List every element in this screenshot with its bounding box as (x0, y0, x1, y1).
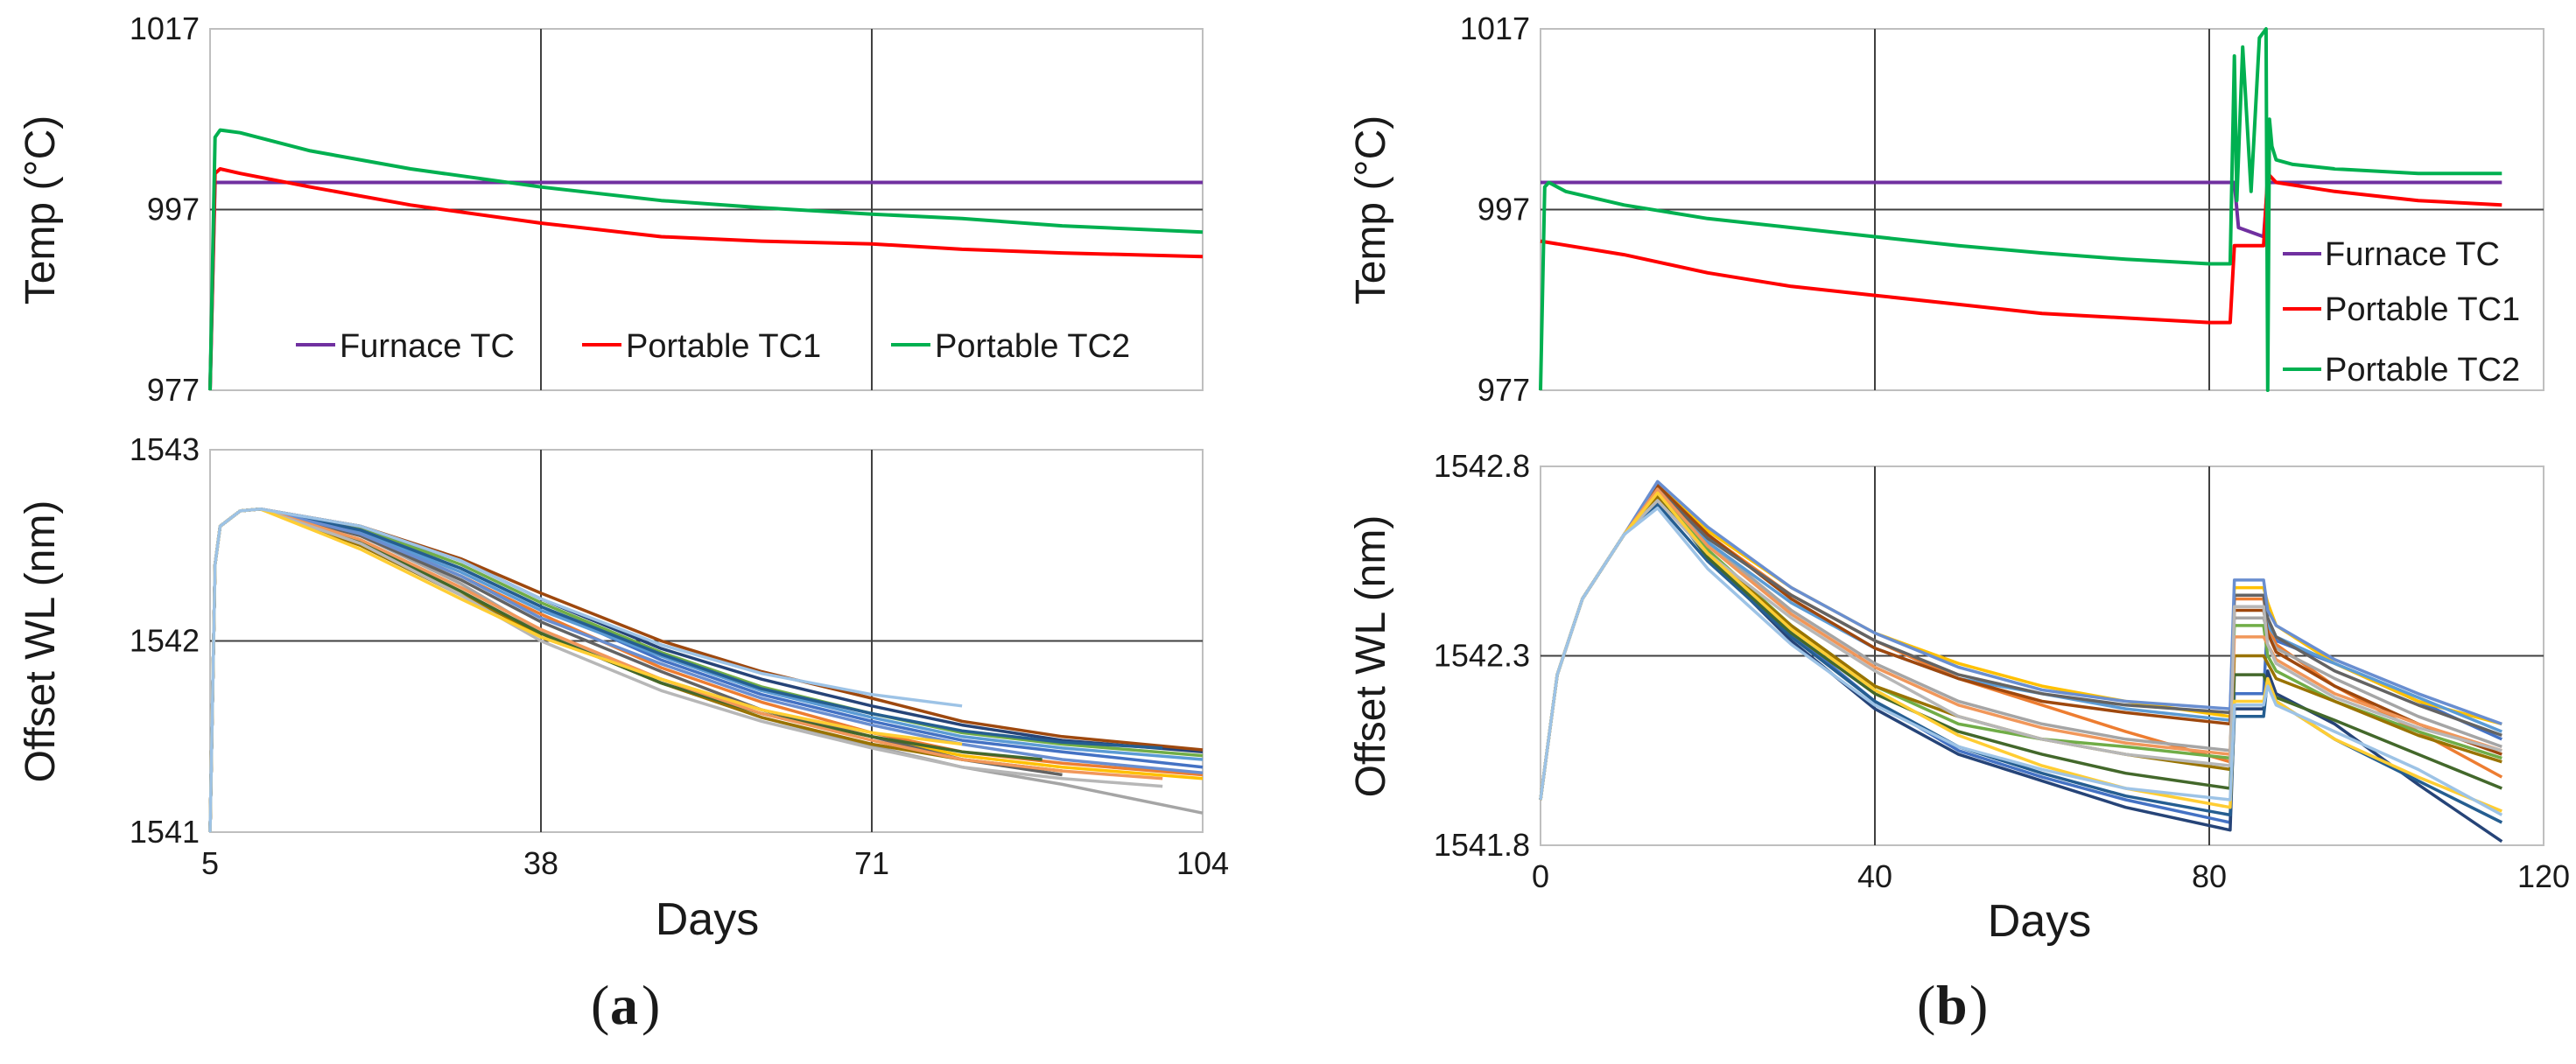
y-axis-label: Temp (°C) (18, 116, 64, 305)
y-tick-label: 977 (147, 372, 200, 408)
panel-a-wavelength-chart: 1541 1542 1543 5 38 71 104 Offset WL (nm) Days (18, 431, 1229, 945)
panel-b-wavelength-chart: 1541.8 1542.3 1542.8 0 40 80 120 Offset WL (nm… (1348, 448, 2570, 947)
y-axis-label: Temp (°C) (1348, 116, 1394, 305)
series-line-furnace-tc (1541, 180, 2502, 239)
series-line-portable-tc2 (208, 128, 1204, 391)
x-tick-label: 120 (2517, 858, 2570, 894)
panel-a-temp-chart: 977 997 1017 Temp (°C) Furnace TC Portable… (18, 10, 1204, 408)
legend: Furnace TC Portable TC1 Portable TC2 (2283, 236, 2520, 388)
y-axis-label: Offset WL (nm) (18, 500, 64, 783)
x-tick-label: 38 (523, 845, 558, 881)
y-tick-label: 977 (1478, 372, 1530, 408)
legend-label-portable2: Portable TC2 (935, 328, 1130, 365)
legend: Furnace TC Portable TC1 Portable TC2 (296, 328, 1130, 365)
y-tick-label: 1017 (1460, 10, 1530, 46)
legend-label-portable2: Portable TC2 (2325, 352, 2520, 388)
caption-b-letter: b (1936, 974, 1968, 1036)
series-line-portable-tc1 (208, 167, 1204, 391)
caption-a-open: ( (591, 974, 609, 1036)
legend-label-furnace: Furnace TC (2325, 236, 2500, 273)
y-tick-label: 1542.8 (1434, 448, 1530, 484)
y-axis-label: Offset WL (nm) (1348, 515, 1394, 798)
y-tick-label: 997 (147, 192, 200, 228)
x-tick-label: 5 (201, 845, 219, 881)
legend-label-furnace: Furnace TC (340, 328, 515, 365)
x-axis-label: Days (656, 894, 759, 945)
caption-b: ( b ) (1917, 974, 1988, 1036)
y-tick-label: 1541 (130, 814, 200, 850)
caption-a: ( a ) (591, 974, 660, 1036)
panel-b-temp-chart: 977 997 1017 Temp (°C) Furnace TC Portable… (1348, 10, 2544, 408)
y-tick-label: 1542 (130, 623, 200, 659)
series-line-portable-tc1 (1540, 172, 2502, 325)
x-axis-label: Days (1988, 896, 2091, 947)
x-tick-label: 0 (1532, 858, 1549, 894)
y-tick-label: 1541.8 (1434, 827, 1530, 863)
legend-label-portable1: Portable TC1 (626, 328, 821, 365)
x-tick-label: 40 (1857, 858, 1892, 894)
series-line-portable-tc2 (1539, 27, 2502, 392)
series-line-17 (208, 507, 963, 833)
y-tick-label: 1543 (130, 431, 200, 467)
x-tick-label: 104 (1176, 845, 1229, 881)
y-tick-label: 1017 (130, 10, 200, 46)
y-tick-label: 997 (1478, 192, 1530, 228)
caption-b-open: ( (1917, 974, 1935, 1036)
y-tick-label: 1542.3 (1434, 638, 1530, 674)
x-tick-label: 80 (2192, 858, 2227, 894)
caption-a-letter: a (610, 974, 638, 1036)
caption-b-close: ) (1969, 974, 1988, 1036)
series-line-17 (1539, 506, 2503, 816)
legend-label-portable1: Portable TC1 (2325, 291, 2520, 328)
caption-a-close: ) (642, 974, 660, 1036)
x-tick-label: 71 (854, 845, 889, 881)
